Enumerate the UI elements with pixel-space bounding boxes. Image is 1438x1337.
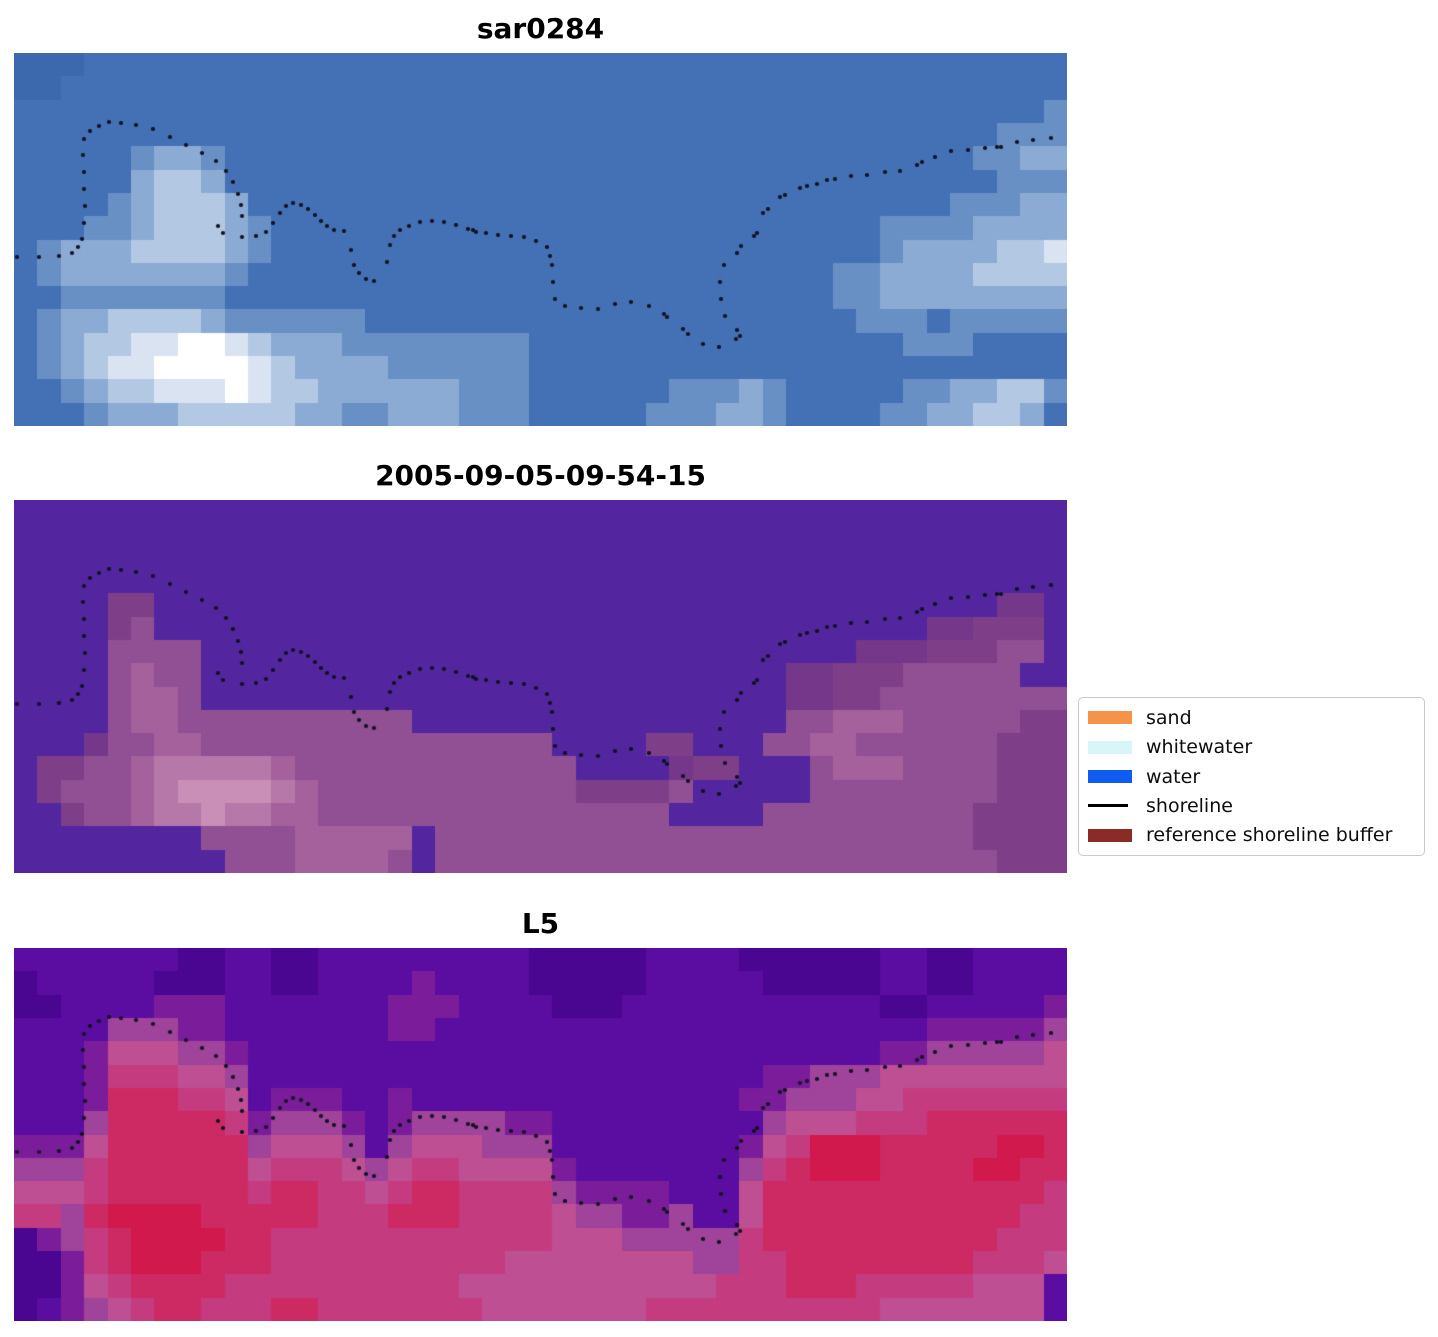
legend-label: whitewater: [1146, 736, 1253, 759]
whitewater-swatch: [1088, 740, 1132, 754]
legend-label: water: [1146, 765, 1201, 788]
shoreline-swatch: [1088, 804, 1128, 808]
legend-item-whitewater: whitewater: [1088, 732, 1412, 761]
legend-label: sand: [1146, 706, 1192, 729]
reference-shoreline-buffer-swatch: [1088, 828, 1132, 842]
water-swatch: [1088, 770, 1132, 784]
panel-title-date: 2005-09-05-09-54-15: [375, 459, 706, 492]
legend-label: reference shoreline buffer: [1146, 824, 1393, 847]
legend-item-water: water: [1088, 762, 1412, 791]
legend-item-shoreline: shoreline: [1088, 791, 1412, 820]
classified-image-panel: [14, 500, 1067, 873]
legend-item-reference-shoreline-buffer: reference shoreline buffer: [1088, 821, 1412, 850]
panel-title-sar0284: sar0284: [476, 12, 605, 45]
l5-image-panel: [14, 948, 1067, 1321]
panel-title-l5: L5: [521, 907, 560, 940]
sand-swatch: [1088, 711, 1132, 725]
legend-box: sand whitewater water shoreline reference sh…: [1078, 697, 1425, 856]
legend-item-sand: sand: [1088, 703, 1412, 732]
sar0284-image-panel: [14, 53, 1067, 426]
legend-label: shoreline: [1146, 794, 1233, 817]
